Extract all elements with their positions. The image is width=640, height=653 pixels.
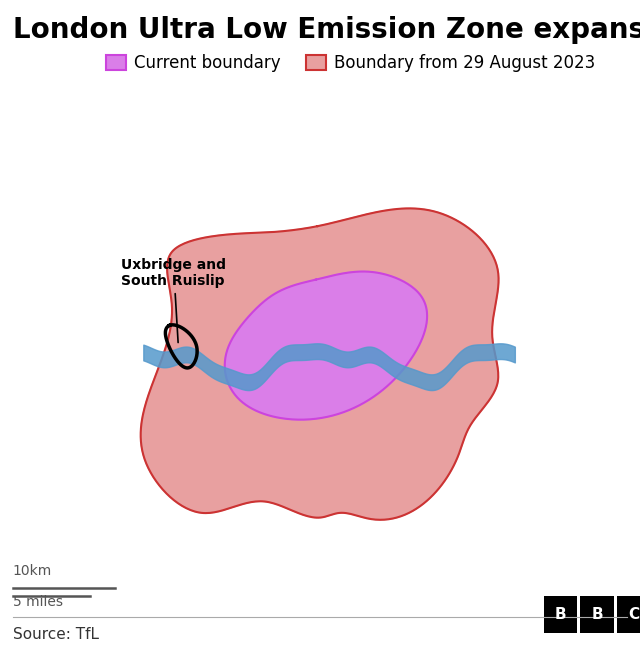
Text: 10km: 10km [13, 564, 52, 578]
Text: Source: TfL: Source: TfL [13, 627, 99, 642]
Text: 5 miles: 5 miles [13, 595, 63, 609]
Legend: Current boundary, Boundary from 29 August 2023: Current boundary, Boundary from 29 Augus… [99, 48, 602, 79]
Polygon shape [141, 208, 499, 520]
Text: B: B [591, 607, 603, 622]
Text: Uxbridge and
South Ruislip: Uxbridge and South Ruislip [122, 258, 227, 343]
Text: C: C [628, 607, 639, 622]
Polygon shape [225, 272, 427, 420]
Text: London Ultra Low Emission Zone expansion: London Ultra Low Emission Zone expansion [13, 16, 640, 44]
Text: B: B [555, 607, 566, 622]
